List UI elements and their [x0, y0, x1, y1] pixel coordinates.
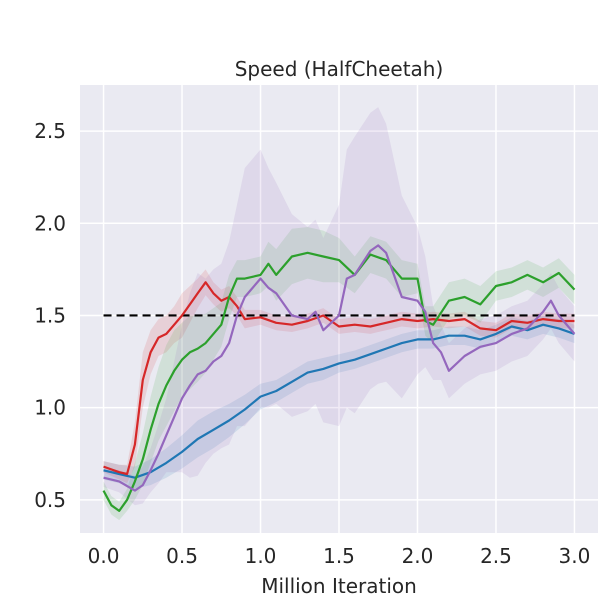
- y-tick-label: 0.5: [34, 488, 66, 512]
- series-4-band: [103, 107, 575, 506]
- series-3-band: [103, 227, 575, 521]
- x-tick-label: 1.5: [323, 544, 355, 568]
- series-2-line: [103, 281, 575, 476]
- chart-title: Speed (HalfCheetah): [235, 57, 444, 81]
- x-tick-labels: 0.0 0.5 1.0 1.5 2.0 2.5 3.0: [88, 544, 591, 568]
- y-tick-label: 2.0: [34, 211, 66, 235]
- x-tick-label: 2.5: [480, 544, 512, 568]
- x-tick-label: 2.0: [402, 544, 434, 568]
- series-3-line: [102, 251, 576, 512]
- series-1-line: [103, 323, 575, 479]
- y-tick-labels: 0.5 1.0 1.5 2.0 2.5: [34, 119, 66, 512]
- y-tick-label: 1.0: [34, 396, 66, 420]
- y-tick-label: 2.5: [34, 119, 66, 143]
- x-tick-label: 1.0: [245, 544, 277, 568]
- series-2-band: [103, 269, 575, 484]
- x-tick-label: 0.0: [88, 544, 120, 568]
- series-lines: [102, 244, 576, 512]
- series-4-line: [103, 244, 576, 492]
- x-axis-title: Million Iteration: [261, 574, 417, 598]
- y-tick-label: 1.5: [34, 303, 66, 327]
- x-tick-label: 3.0: [559, 544, 591, 568]
- x-tick-label: 0.5: [166, 544, 198, 568]
